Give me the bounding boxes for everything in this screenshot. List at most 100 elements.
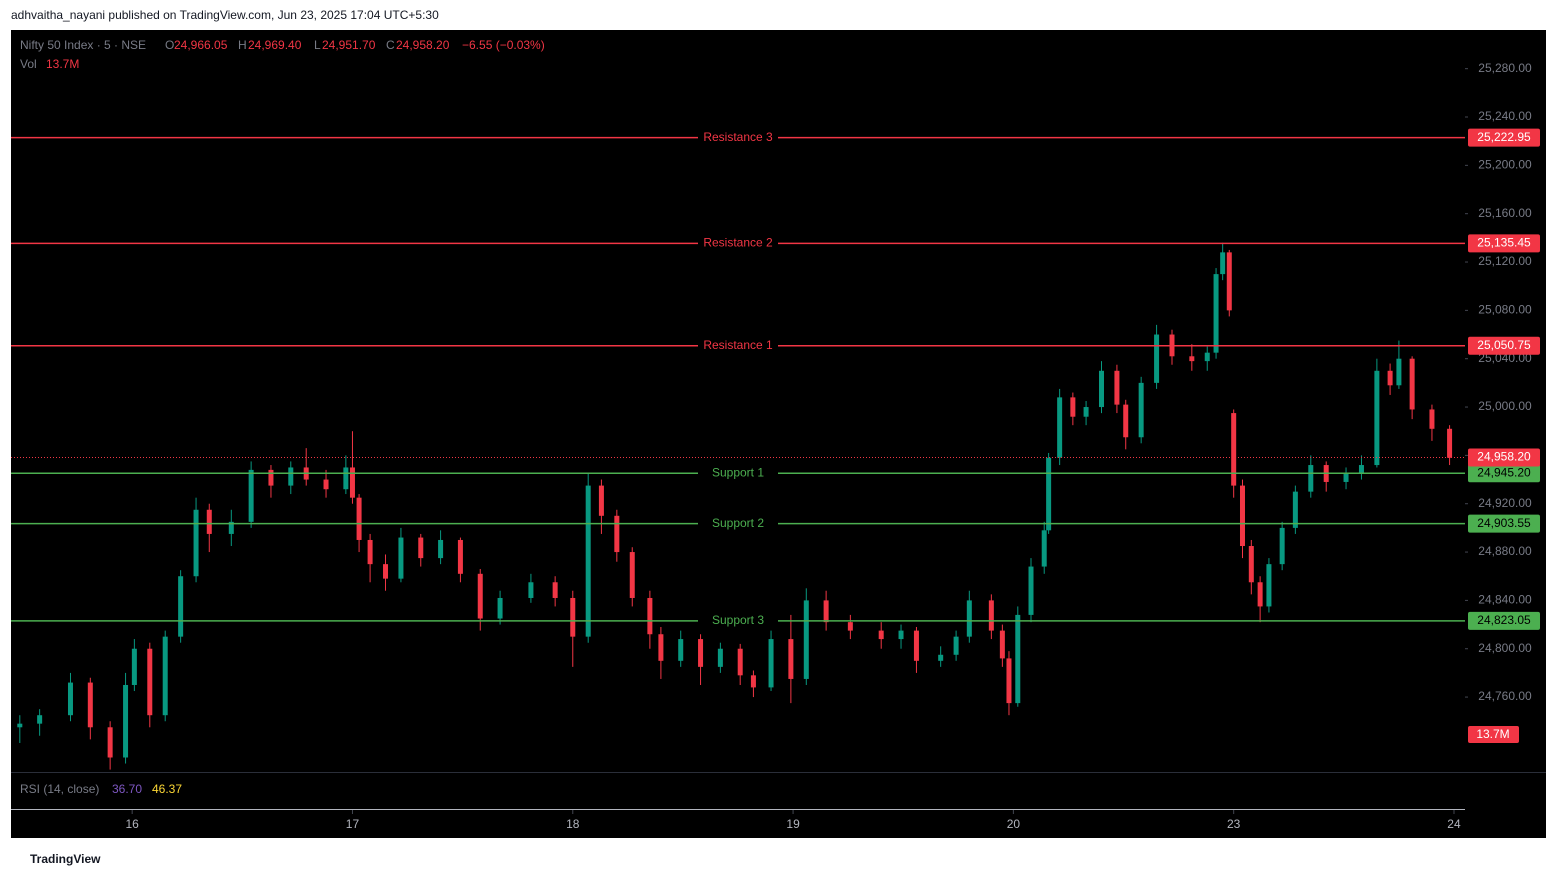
x-tick-label: 23 bbox=[1227, 817, 1241, 831]
candle-body bbox=[1189, 356, 1195, 362]
y-tick-label: 25,280.00 bbox=[1478, 61, 1532, 75]
candle-body bbox=[162, 636, 168, 716]
candle-body bbox=[87, 682, 93, 728]
legend: Nifty 50 Index · 5 · NSE O 24,966.05 H 2… bbox=[20, 38, 545, 796]
candle-body bbox=[367, 539, 373, 565]
level-name: Support 1 bbox=[712, 465, 764, 479]
candle-body bbox=[1429, 409, 1435, 429]
candle-body bbox=[147, 648, 153, 716]
level-name-bg bbox=[698, 465, 778, 482]
level-box bbox=[1468, 336, 1540, 355]
chart-frame bbox=[11, 30, 1546, 838]
level-name: Resistance 1 bbox=[703, 338, 773, 352]
level-box bbox=[1468, 611, 1540, 630]
candle-body bbox=[349, 467, 355, 498]
candle-body bbox=[614, 515, 620, 553]
candle-body bbox=[598, 485, 604, 516]
candle-body bbox=[678, 639, 684, 661]
candle-body bbox=[1154, 334, 1160, 383]
candle-body bbox=[698, 639, 704, 667]
candle-body bbox=[629, 552, 635, 598]
candle-body bbox=[1396, 358, 1402, 386]
candle-body bbox=[1409, 358, 1415, 410]
open: 24,966.05 bbox=[174, 38, 228, 52]
publish-info: adhvaitha_nayani published on TradingVie… bbox=[11, 8, 439, 22]
candle-body bbox=[1308, 465, 1314, 492]
change: −6.55 (−0.03%) bbox=[462, 38, 545, 52]
o-label: O bbox=[165, 38, 174, 52]
candle-body bbox=[847, 622, 853, 631]
candle-body bbox=[1387, 370, 1393, 386]
candle-body bbox=[477, 573, 483, 619]
last-price-label: 24,958.20 bbox=[1477, 450, 1531, 464]
level-name: Support 2 bbox=[712, 516, 764, 530]
candle-body bbox=[1114, 370, 1120, 405]
x-tick-label: 16 bbox=[125, 817, 139, 831]
candle-body bbox=[1231, 413, 1237, 486]
candle-body bbox=[343, 467, 349, 490]
x-tick-label: 18 bbox=[566, 817, 580, 831]
candle-body bbox=[878, 630, 884, 640]
candle-body bbox=[717, 648, 723, 667]
candle-body bbox=[1070, 397, 1076, 417]
candle-body bbox=[418, 537, 424, 559]
candle-body bbox=[1226, 252, 1232, 311]
candle-body bbox=[570, 597, 576, 637]
candle-body bbox=[1083, 407, 1089, 417]
level-box bbox=[1468, 464, 1540, 483]
candle-body bbox=[178, 576, 184, 637]
candle-body bbox=[398, 537, 404, 579]
rsi-ma: 46.37 bbox=[152, 782, 182, 796]
candle-body bbox=[1046, 457, 1052, 531]
level-value: 24,903.55 bbox=[1477, 516, 1531, 530]
candle-body bbox=[988, 600, 994, 631]
candle-body bbox=[17, 723, 23, 728]
candle-body bbox=[1343, 473, 1349, 482]
x-tick-label: 17 bbox=[346, 817, 360, 831]
low: 24,951.70 bbox=[322, 38, 376, 52]
candle-body bbox=[1447, 428, 1453, 458]
volume: 13.7M bbox=[46, 57, 79, 71]
candle-body bbox=[67, 682, 73, 716]
candle-body bbox=[1041, 530, 1047, 567]
y-tick-label: 24,920.00 bbox=[1478, 496, 1532, 510]
candle-body bbox=[938, 654, 944, 661]
level-name-bg bbox=[698, 337, 778, 354]
y-tick-label: 25,120.00 bbox=[1478, 254, 1532, 268]
candle-body bbox=[1358, 465, 1364, 474]
candle-body bbox=[1220, 252, 1226, 275]
level-box bbox=[1468, 514, 1540, 533]
candle-body bbox=[1374, 370, 1380, 466]
candle-body bbox=[123, 684, 129, 758]
candle-body bbox=[1257, 582, 1263, 607]
level-box bbox=[1468, 234, 1540, 253]
candle-body bbox=[1266, 564, 1272, 607]
candle-body bbox=[913, 630, 919, 661]
candle-body bbox=[1099, 370, 1104, 408]
y-tick-label: 24,840.00 bbox=[1478, 593, 1532, 607]
level-name-bg bbox=[698, 612, 778, 629]
candle-body bbox=[658, 634, 664, 661]
candle-body bbox=[552, 582, 558, 598]
y-tick-label: 24,880.00 bbox=[1478, 544, 1532, 558]
candle-body bbox=[1248, 546, 1254, 583]
x-tick-label: 20 bbox=[1007, 817, 1021, 831]
candle-body bbox=[1028, 566, 1034, 615]
level-name-bg bbox=[698, 515, 778, 532]
candle-body bbox=[356, 497, 362, 540]
level-name-bg bbox=[698, 129, 778, 146]
level-name: Resistance 3 bbox=[703, 130, 773, 144]
candle-body bbox=[999, 630, 1005, 659]
candle-body bbox=[898, 630, 904, 640]
level-value: 25,222.95 bbox=[1477, 130, 1531, 144]
y-tick-label: 25,080.00 bbox=[1478, 303, 1532, 317]
vol-label: Vol bbox=[20, 57, 37, 71]
close: 24,958.20 bbox=[396, 38, 450, 52]
candle-body bbox=[953, 636, 959, 655]
candle-body bbox=[1204, 352, 1210, 362]
c-label: C bbox=[386, 38, 395, 52]
candle-body bbox=[1057, 397, 1063, 458]
candle-body bbox=[438, 539, 444, 559]
level-value: 25,135.45 bbox=[1477, 236, 1531, 250]
